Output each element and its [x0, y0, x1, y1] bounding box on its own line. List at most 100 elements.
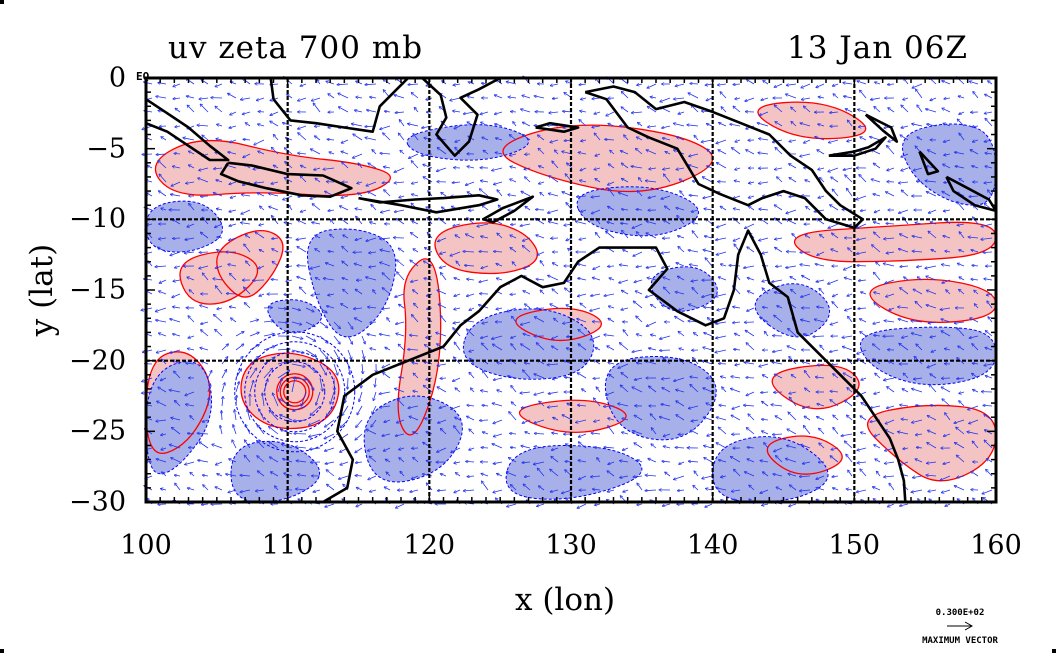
wind-vector: [201, 330, 209, 337]
wind-vector: [384, 167, 391, 168]
wind-vector: [414, 373, 419, 379]
wind-vector: [745, 472, 755, 477]
wind-vector: [887, 146, 895, 155]
wind-vector: [384, 447, 391, 451]
wind-vector: [230, 274, 237, 281]
wind-vector: [690, 385, 699, 393]
wind-vector: [294, 434, 307, 435]
positive-vorticity-contour: [502, 124, 714, 193]
wind-vector: [467, 405, 475, 406]
wind-vector: [170, 251, 181, 255]
wind-vector: [424, 278, 433, 281]
wind-vector: [578, 264, 587, 267]
wind-vector: [748, 447, 755, 448]
wind-vector: [340, 206, 349, 211]
wind-vector: [482, 343, 489, 351]
wind-vector: [861, 432, 867, 434]
y-tick-label: −30: [69, 486, 126, 518]
wind-vector: [647, 265, 657, 268]
wind-vector: [607, 346, 615, 351]
wind-vector: [380, 153, 391, 154]
wind-vector: [522, 96, 531, 99]
wind-vector: [649, 386, 657, 393]
wind-vector: [493, 419, 503, 423]
wind-vector: [942, 81, 951, 85]
wind-vector: [280, 415, 293, 421]
wind-vector: [438, 419, 447, 423]
wind-vector: [786, 94, 797, 99]
wind-vector: [942, 108, 951, 113]
wind-vector: [296, 489, 307, 490]
wind-vector: [762, 402, 769, 407]
wind-vector: [847, 140, 853, 141]
negative-vorticity-area: [860, 327, 996, 385]
wind-vector: [259, 112, 265, 113]
negative-vorticity-contour: [576, 186, 699, 237]
wind-vector: [396, 334, 405, 337]
wind-vector: [647, 321, 657, 326]
wind-vector: [309, 433, 321, 437]
wind-vector: [200, 305, 209, 309]
wind-vector: [216, 139, 223, 140]
wind-vector: [988, 81, 993, 85]
wind-vector: [706, 489, 713, 491]
wind-vector: [171, 418, 181, 421]
wind-vector: [269, 427, 279, 435]
x-tick-label: 150: [828, 530, 881, 561]
wind-vector: [424, 138, 433, 141]
wind-vector: [300, 287, 307, 295]
wind-vector: [651, 444, 657, 449]
wind-vector: [813, 336, 825, 337]
wind-vector: [453, 223, 461, 226]
wind-vector: [717, 488, 727, 491]
wind-vector: [355, 237, 363, 240]
wind-vector: [804, 426, 811, 435]
wind-vector: [577, 319, 587, 323]
wind-vector: [208, 398, 209, 407]
wind-vector: [747, 307, 755, 311]
wind-vector: [189, 151, 195, 155]
positive-vorticity-contour: [240, 352, 340, 430]
wind-vector: [899, 209, 909, 213]
wind-vector: [762, 280, 769, 282]
wind-vector: [355, 264, 363, 267]
wind-vector: [986, 376, 993, 379]
wind-vector: [525, 476, 531, 477]
wind-vector: [607, 222, 615, 225]
wind-vector: [857, 447, 867, 450]
wind-vector: [175, 126, 181, 127]
y-tick-label: −10: [69, 203, 126, 235]
wind-vector: [984, 279, 993, 280]
wind-vector: [944, 210, 951, 211]
wind-vector: [912, 389, 923, 393]
wind-vector: [716, 139, 727, 143]
wind-vector: [333, 349, 339, 359]
wind-vector: [497, 278, 503, 280]
wind-vector: [492, 335, 503, 339]
wind-vector: [161, 448, 167, 450]
wind-vector: [534, 461, 545, 464]
wind-vector: [901, 105, 909, 113]
wind-vector: [761, 97, 769, 100]
wind-vector: [535, 433, 545, 434]
wind-vector: [594, 111, 601, 114]
wind-vector: [325, 461, 335, 464]
wind-vector: [578, 344, 587, 351]
wind-vector: [631, 166, 643, 169]
wind-vector: [763, 375, 769, 379]
wind-vector: [523, 237, 531, 241]
wind-vector: [676, 263, 685, 267]
wind-vector: [291, 377, 295, 393]
wind-vector: [249, 320, 258, 323]
wind-vector: [231, 196, 237, 198]
wind-vector: [293, 405, 307, 411]
wind-vector: [664, 174, 671, 183]
wind-vector: [717, 223, 727, 227]
wind-vector: [582, 389, 587, 393]
wind-vector: [436, 333, 447, 337]
wind-vector: [269, 411, 279, 421]
wind-vector: [721, 107, 727, 113]
wind-vector: [466, 461, 475, 462]
wind-vector: [591, 433, 601, 434]
positive-vorticity-area: [757, 102, 866, 139]
